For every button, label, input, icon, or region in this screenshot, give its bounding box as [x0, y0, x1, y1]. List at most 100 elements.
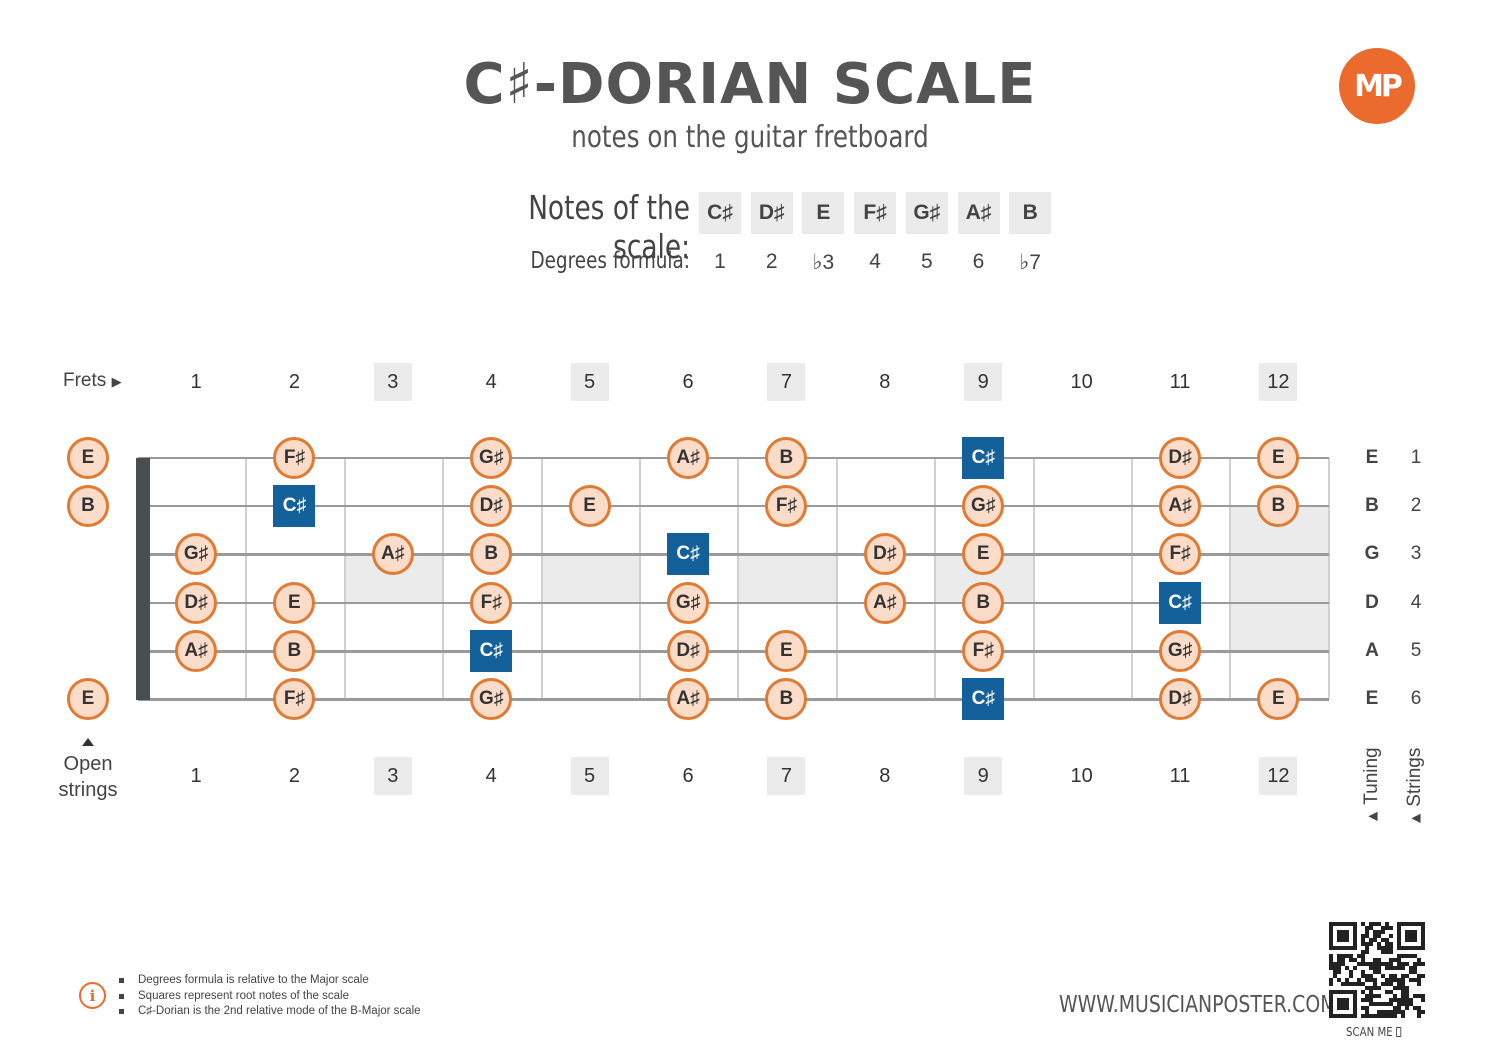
- root-note-marker: C♯: [962, 678, 1005, 720]
- fret-marker-zone: [738, 554, 837, 603]
- fret-marker-zone: [541, 554, 640, 603]
- fret-number-bottom: 3: [373, 757, 412, 795]
- degrees-formula-label: Degrees formula:: [530, 248, 690, 274]
- guitar-string: [138, 553, 1329, 556]
- string-number: 1: [1410, 447, 1422, 468]
- fret-number-top: 2: [288, 370, 300, 393]
- string-tuning: G: [1364, 543, 1380, 565]
- note-marker: G♯: [470, 678, 513, 720]
- note-marker: D♯: [1159, 678, 1201, 720]
- root-note-marker: C♯: [470, 629, 513, 672]
- fret-number-bottom: 7: [767, 757, 806, 795]
- guitar-string: [138, 649, 1329, 653]
- note-marker: E: [1257, 437, 1300, 479]
- note-marker: B: [1257, 485, 1300, 528]
- string-tuning: D: [1365, 591, 1379, 613]
- fret-number-top: 7: [767, 363, 806, 401]
- fret-number-top: 5: [570, 363, 609, 401]
- scale-degree: 5: [920, 250, 933, 273]
- page-title: C♯-DORIAN SCALE: [463, 52, 1037, 117]
- fret-wire: [540, 458, 543, 699]
- fret-number-bottom: 12: [1259, 757, 1298, 795]
- string-tuning: E: [1365, 688, 1379, 709]
- root-note-marker: C♯: [962, 437, 1005, 479]
- scale-note: C♯: [699, 192, 741, 234]
- note-marker: G♯: [175, 533, 217, 576]
- fret-number-top: 6: [682, 370, 694, 393]
- website-link[interactable]: WWW.MUSICIANPOSTER.COM: [1059, 992, 1337, 1018]
- triangle-right-icon: ▶: [111, 374, 122, 389]
- guitar-nut: [136, 458, 150, 700]
- root-note-marker: C♯: [1159, 581, 1201, 624]
- note-marker: F♯: [470, 581, 513, 624]
- note-marker: A♯: [863, 581, 906, 624]
- scale-degree: 1: [714, 250, 726, 273]
- fret-number-bottom: 2: [288, 764, 300, 787]
- note-marker: B: [765, 437, 808, 479]
- scale-degree: 2: [765, 250, 778, 273]
- note-marker: E: [67, 437, 109, 479]
- note-marker: E: [765, 629, 808, 672]
- frets-label: Frets ▶: [63, 370, 122, 391]
- note-marker: D♯: [863, 533, 906, 576]
- brand-logo[interactable]: MP: [1339, 48, 1415, 124]
- footnote-item: C♯-Dorian is the 2nd relative mode of th…: [118, 1004, 421, 1020]
- string-tuning: E: [1365, 447, 1379, 468]
- note-marker: A♯: [1159, 485, 1201, 528]
- note-marker: A♯: [667, 678, 709, 720]
- string-number: 3: [1410, 543, 1422, 565]
- string-tuning: A: [1365, 639, 1379, 661]
- fret-number-bottom: 10: [1070, 764, 1093, 787]
- page-subtitle: notes on the guitar fretboard: [571, 120, 929, 155]
- phone-icon: [1395, 1027, 1402, 1037]
- string-tuning: B: [1365, 495, 1379, 517]
- fret-marker-zone: [1230, 506, 1329, 651]
- triangle-up-icon: [82, 738, 94, 746]
- fret-number-bottom: 11: [1169, 764, 1191, 787]
- fret-number-bottom: 6: [682, 764, 694, 787]
- footnote-item: Degrees formula is relative to the Major…: [118, 973, 421, 989]
- scale-note: A♯: [957, 192, 1000, 234]
- note-marker: F♯: [273, 678, 316, 720]
- note-marker: G♯: [1159, 629, 1201, 672]
- note-marker: E: [67, 678, 109, 720]
- scale-notes-label: Notes of the scale:: [528, 188, 690, 266]
- note-marker: A♯: [667, 437, 709, 479]
- note-marker: F♯: [273, 437, 316, 479]
- string-number: 5: [1410, 639, 1422, 661]
- note-marker: B: [765, 678, 808, 720]
- fret-number-bottom: 8: [879, 764, 891, 787]
- note-marker: E: [568, 485, 611, 528]
- fret-number-bottom: 1: [190, 764, 202, 787]
- note-marker: B: [273, 629, 316, 672]
- note-marker: D♯: [175, 581, 217, 624]
- fret-number-top: 10: [1070, 370, 1093, 393]
- scale-note: E: [802, 192, 845, 234]
- fret-wire: [934, 458, 937, 699]
- guitar-string: [138, 698, 1329, 702]
- note-marker: E: [962, 533, 1005, 576]
- note-marker: D♯: [1159, 437, 1201, 479]
- note-marker: B: [67, 485, 109, 528]
- fret-wire: [1131, 458, 1133, 699]
- note-marker: B: [470, 533, 513, 576]
- fret-number-top: 3: [373, 363, 412, 401]
- fret-number-bottom: 4: [485, 764, 497, 787]
- fret-number-top: 8: [879, 370, 891, 393]
- footnotes: Degrees formula is relative to the Major…: [118, 973, 421, 1020]
- qr-code[interactable]: [1329, 922, 1425, 1018]
- guitar-string: [138, 505, 1329, 508]
- note-marker: F♯: [1159, 533, 1201, 576]
- note-marker: G♯: [667, 581, 709, 624]
- note-marker: A♯: [175, 629, 217, 672]
- guitar-string: [138, 457, 1329, 459]
- fret-number-bottom: 9: [964, 757, 1003, 795]
- note-marker: E: [273, 581, 316, 624]
- fret-number-top: 11: [1169, 370, 1191, 393]
- fret-wire: [343, 458, 346, 699]
- root-note-marker: C♯: [667, 533, 709, 576]
- note-marker: G♯: [962, 485, 1005, 528]
- triangle-up-icon: ◀: [1411, 810, 1421, 825]
- info-icon: i: [79, 982, 106, 1009]
- tuning-caption: ◀Tuning: [1361, 747, 1382, 823]
